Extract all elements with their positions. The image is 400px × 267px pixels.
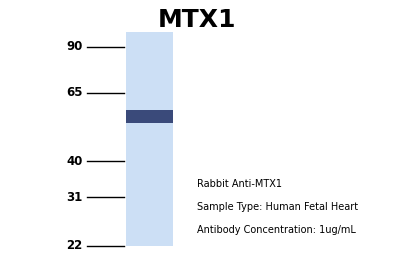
Text: Rabbit Anti-MTX1: Rabbit Anti-MTX1 [197, 179, 282, 189]
Bar [126, 110, 173, 123]
Text: MTX1: MTX1 [158, 8, 236, 32]
Bar [126, 32, 173, 246]
Text: 65: 65 [66, 86, 83, 99]
Text: 22: 22 [66, 239, 83, 252]
Text: 90: 90 [66, 40, 83, 53]
Text: 31: 31 [66, 191, 83, 204]
Text: Antibody Concentration: 1ug/mL: Antibody Concentration: 1ug/mL [197, 225, 356, 235]
Text: Sample Type: Human Fetal Heart: Sample Type: Human Fetal Heart [197, 202, 358, 212]
Text: 40: 40 [66, 155, 83, 168]
